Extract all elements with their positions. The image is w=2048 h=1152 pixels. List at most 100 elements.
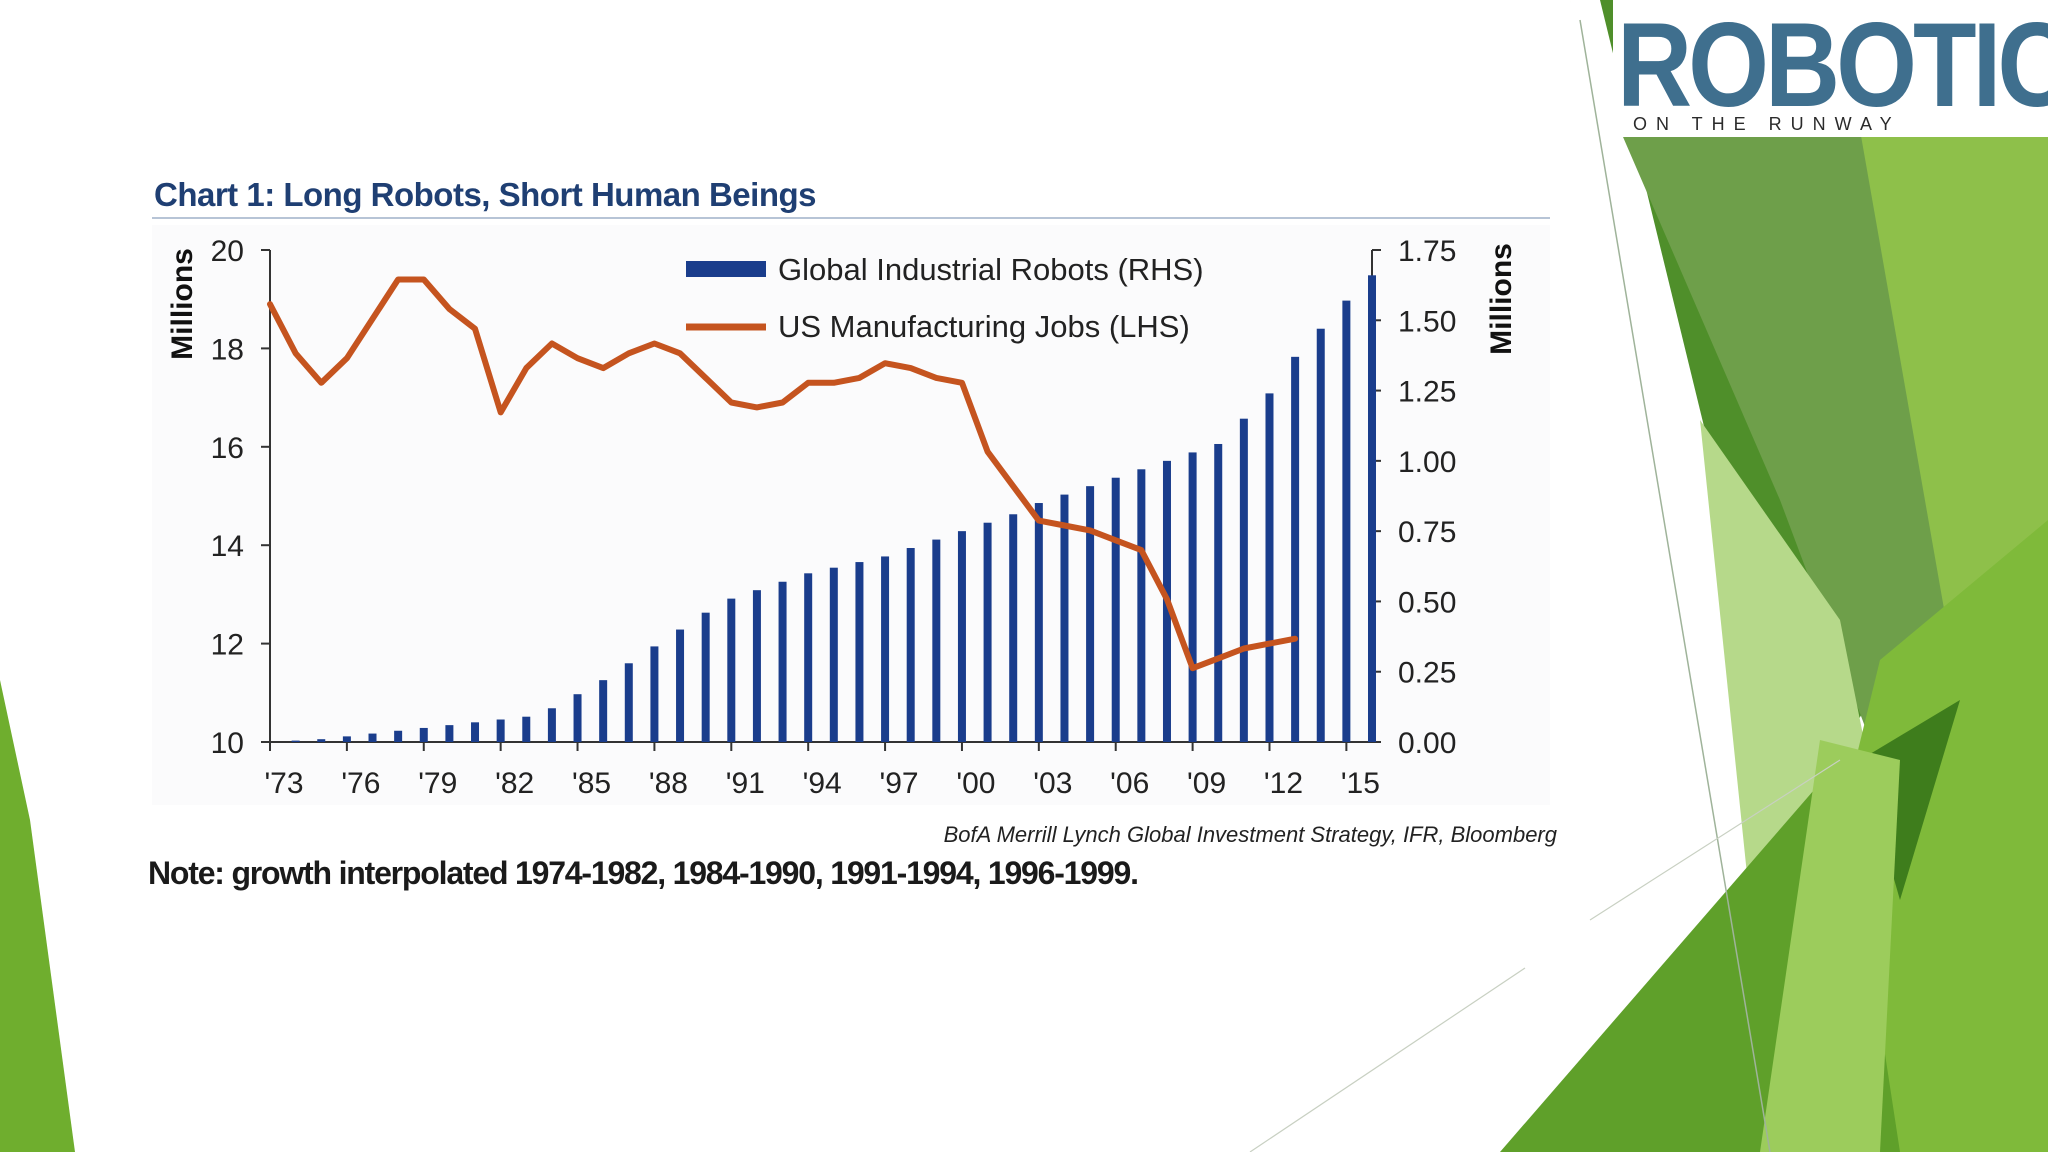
x-tick-label: '85 [572,767,611,800]
right-tick-label: 0.00 [1398,727,1456,760]
robots-bar-1997 [881,556,890,742]
jobs-point-2000 [959,380,965,386]
right-axis-title: Millions [1485,243,1518,355]
legend-label-jobs: US Manufacturing Jobs (LHS) [778,309,1190,344]
robots-bar-1979 [419,727,428,742]
robots-bars [291,275,1376,742]
jobs-point-2013 [1292,636,1298,642]
robots-bar-1992 [752,590,761,742]
jobs-point-1996 [856,375,863,381]
robots-bar-1985 [573,694,582,742]
jobs-point-1993 [779,399,786,406]
robots-bar-2001 [983,522,992,742]
jobs-line-group [267,276,1299,672]
robots-bar-1977 [368,733,377,742]
robots-bar-1993 [778,581,787,742]
right-green-shape-8 [1860,700,1960,900]
jobs-point-1990 [703,375,709,381]
jobs-point-2006 [1113,537,1119,543]
jobs-point-1988 [651,340,658,347]
jobs-point-2005 [1087,527,1093,534]
robots-bar-1990 [701,612,710,742]
legend-label-robots: Global Industrial Robots (RHS) [778,252,1204,287]
legend-swatch-robots [686,261,766,277]
robots-bar-1980 [445,725,454,742]
left-tick-label: 16 [211,432,244,465]
robots-bar-2013 [1291,356,1300,742]
jobs-point-1977 [369,316,376,322]
robots-bar-1996 [855,562,864,742]
jobs-point-1983 [523,365,529,371]
x-tick-label: '88 [649,767,688,800]
robotics-logo: ROBOTICS ON THE RUNWAY [1613,0,2048,137]
x-tick-label: '15 [1341,767,1380,800]
jobs-point-2003 [1036,518,1042,524]
robots-bar-1987 [624,663,633,742]
jobs-point-2004 [1061,522,1068,529]
jobs-point-1981 [472,326,478,332]
jobs-point-2011 [1241,645,1247,652]
chart-legend: Global Industrial Robots (RHS) US Manufac… [686,252,1204,344]
robots-bar-2007 [1137,469,1146,742]
robots-bar-1982 [496,719,505,742]
robots-bar-1986 [599,680,608,742]
left-tick-label: 12 [211,629,244,662]
x-tick-label: '79 [418,767,457,800]
robots-bar-1999 [932,539,941,742]
x-tick-label: '82 [495,767,534,800]
left-tick-label: 14 [211,530,244,563]
x-tick-label: '00 [956,767,995,800]
robots-bar-1991 [727,598,736,742]
robots-bar-1989 [676,629,685,742]
robots-bar-2016 [1368,275,1376,742]
jobs-point-1985 [574,355,581,361]
jobs-point-1995 [831,380,837,386]
jobs-point-1994 [805,380,811,386]
jobs-point-1998 [908,365,914,371]
robots-bar-2015 [1342,300,1351,742]
thin-line-1 [1579,19,1771,1152]
robots-bar-1976 [342,736,351,742]
jobs-point-2007 [1138,547,1144,553]
thin-line-2 [1249,967,1526,1152]
interpolation-note: Note: growth interpolated 1974-1982, 198… [148,855,1139,891]
robots-bar-1984 [547,708,556,742]
robots-bar-2003 [1034,503,1043,742]
left-tick-label: 10 [211,727,244,760]
right-green-shape-9 [1760,740,1900,1152]
jobs-point-2010 [1215,655,1221,661]
right-tick-label: 1.50 [1398,305,1456,338]
jobs-point-1991 [728,399,734,406]
right-tick-label: 1.75 [1398,235,1456,268]
jobs-point-2009 [1190,665,1196,671]
robots-bar-2005 [1086,486,1095,742]
x-tick-label: '03 [1033,767,1072,800]
robots-bar-2014 [1316,328,1325,742]
source-citation: BofA Merrill Lynch Global Investment Str… [943,822,1557,847]
jobs-point-2002 [1010,483,1016,489]
jobs-point-1975 [318,380,324,386]
jobs-point-1999 [933,375,939,381]
jobs-point-1997 [882,360,888,366]
robots-bar-2012 [1265,393,1274,742]
jobs-point-1978 [395,276,401,283]
x-tick-label: '94 [803,767,842,800]
robots-bar-2009 [1188,452,1197,742]
jobs-point-2008 [1164,596,1170,602]
x-tick-label: '76 [341,767,380,800]
robots-bar-2010 [1214,443,1223,742]
jobs-point-1984 [549,340,555,347]
jobs-point-1974 [293,350,299,356]
thin-line-3 [1589,759,1841,921]
jobs-point-1979 [421,276,427,283]
jobs-point-1989 [677,350,683,356]
right-tick-label: 1.25 [1398,376,1456,409]
x-tick-label: '91 [726,767,765,800]
robots-bar-1981 [471,722,480,742]
left-green-wedge [0,680,75,1152]
logo-wordmark: ROBOTICS [1617,0,2048,133]
jobs-point-1992 [754,404,760,411]
x-tick-label: '97 [880,767,919,800]
